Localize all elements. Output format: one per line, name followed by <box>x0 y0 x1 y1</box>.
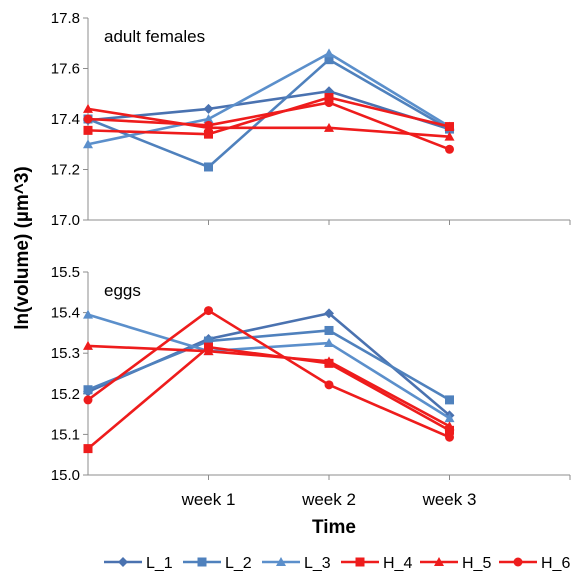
data-point <box>445 144 454 154</box>
x-axis-label: Time <box>312 517 356 538</box>
y-tick-label: 15.1 <box>51 426 80 443</box>
series-h_6 <box>83 98 454 154</box>
y-tick-label: 17.2 <box>51 162 80 179</box>
data-point <box>324 48 334 58</box>
legend-label: H_4 <box>383 555 412 572</box>
legend-label: L_1 <box>146 555 173 572</box>
legend-label: H_5 <box>462 555 491 572</box>
series-h_6 <box>83 306 454 442</box>
legend-marker <box>434 557 444 566</box>
legend-marker <box>355 557 365 567</box>
y-tick-label: 15.3 <box>51 345 80 362</box>
data-point <box>324 93 334 103</box>
legend-marker <box>276 557 286 566</box>
series-h_5 <box>83 103 455 141</box>
y-tick-label: 17.8 <box>51 10 80 27</box>
series-h_4 <box>83 93 454 139</box>
y-tick-label: 15.0 <box>51 467 80 484</box>
data-point <box>83 385 93 395</box>
y-tick-label: 17.6 <box>51 61 80 78</box>
data-point <box>445 432 454 442</box>
data-point <box>324 380 334 390</box>
series-line <box>87 344 451 428</box>
legend-item-h_4: H_4 <box>341 555 412 572</box>
data-point <box>444 421 455 431</box>
data-point <box>204 162 213 172</box>
data-point <box>203 103 214 114</box>
data-point <box>83 340 93 350</box>
panel-eggs: 15.0 15.1 15.2 15.3 15.4 15.5 eggs week 1 week 2… <box>51 264 571 509</box>
data-point <box>324 122 334 132</box>
panel-adult-females: 17.0 17.2 17.4 17.6 17.8 adult females <box>51 10 571 229</box>
y-tick-label: 15.2 <box>51 386 80 403</box>
legend-label: L_2 <box>225 555 252 572</box>
legend: L_1 L_2 L_3 H_4 H_5 H_6 <box>104 555 570 572</box>
data-point <box>203 114 214 123</box>
data-point <box>203 346 214 356</box>
data-point <box>444 131 455 141</box>
data-point <box>324 308 334 319</box>
series-h_5 <box>83 340 455 431</box>
data-point <box>83 444 93 454</box>
series-line <box>87 309 451 439</box>
panel-title: adult females <box>104 27 205 46</box>
data-point <box>445 395 454 405</box>
data-point <box>83 309 93 319</box>
legend-item-l_3: L_3 <box>262 555 331 572</box>
legend-item-l_2: L_2 <box>183 555 252 572</box>
y-tick-label: 15.4 <box>51 305 80 322</box>
data-point <box>445 425 454 435</box>
legend-item-h_6: H_6 <box>499 555 570 572</box>
data-point <box>83 125 93 135</box>
data-point <box>204 336 213 346</box>
series-line <box>87 107 450 138</box>
data-point <box>83 103 93 113</box>
data-point <box>83 395 93 405</box>
y-tick-label: 17.4 <box>51 111 80 128</box>
y-tick-label: 15.5 <box>51 264 80 281</box>
data-point <box>83 139 93 149</box>
series-line <box>87 329 451 402</box>
legend-item-h_5: H_5 <box>420 555 491 572</box>
series-line <box>87 101 450 151</box>
x-tick-label: week 1 <box>181 490 236 509</box>
data-point <box>83 114 93 124</box>
y-axis-label: ln(volume) (µm^3) <box>12 166 33 330</box>
legend-label: L_3 <box>304 555 331 572</box>
data-point <box>324 98 334 108</box>
legend-marker <box>197 557 207 567</box>
data-point <box>204 120 213 130</box>
panel-title: eggs <box>104 281 141 300</box>
legend-marker <box>118 557 128 567</box>
data-point <box>444 413 455 423</box>
series-line <box>87 96 450 136</box>
data-point <box>445 122 454 132</box>
data-point <box>204 129 213 139</box>
series-l_2 <box>83 325 454 405</box>
y-tick-label: 17.0 <box>51 212 80 229</box>
data-point <box>324 338 334 348</box>
legend-item-l_1: L_1 <box>104 555 173 572</box>
data-point <box>324 356 334 366</box>
data-point <box>204 306 213 316</box>
x-tick-label: week 2 <box>301 490 356 509</box>
x-tick-label: week 3 <box>422 490 477 509</box>
data-point <box>324 55 334 65</box>
series-line <box>87 89 450 131</box>
legend-marker <box>513 557 523 567</box>
data-point <box>324 325 334 335</box>
legend-label: H_6 <box>541 555 570 572</box>
